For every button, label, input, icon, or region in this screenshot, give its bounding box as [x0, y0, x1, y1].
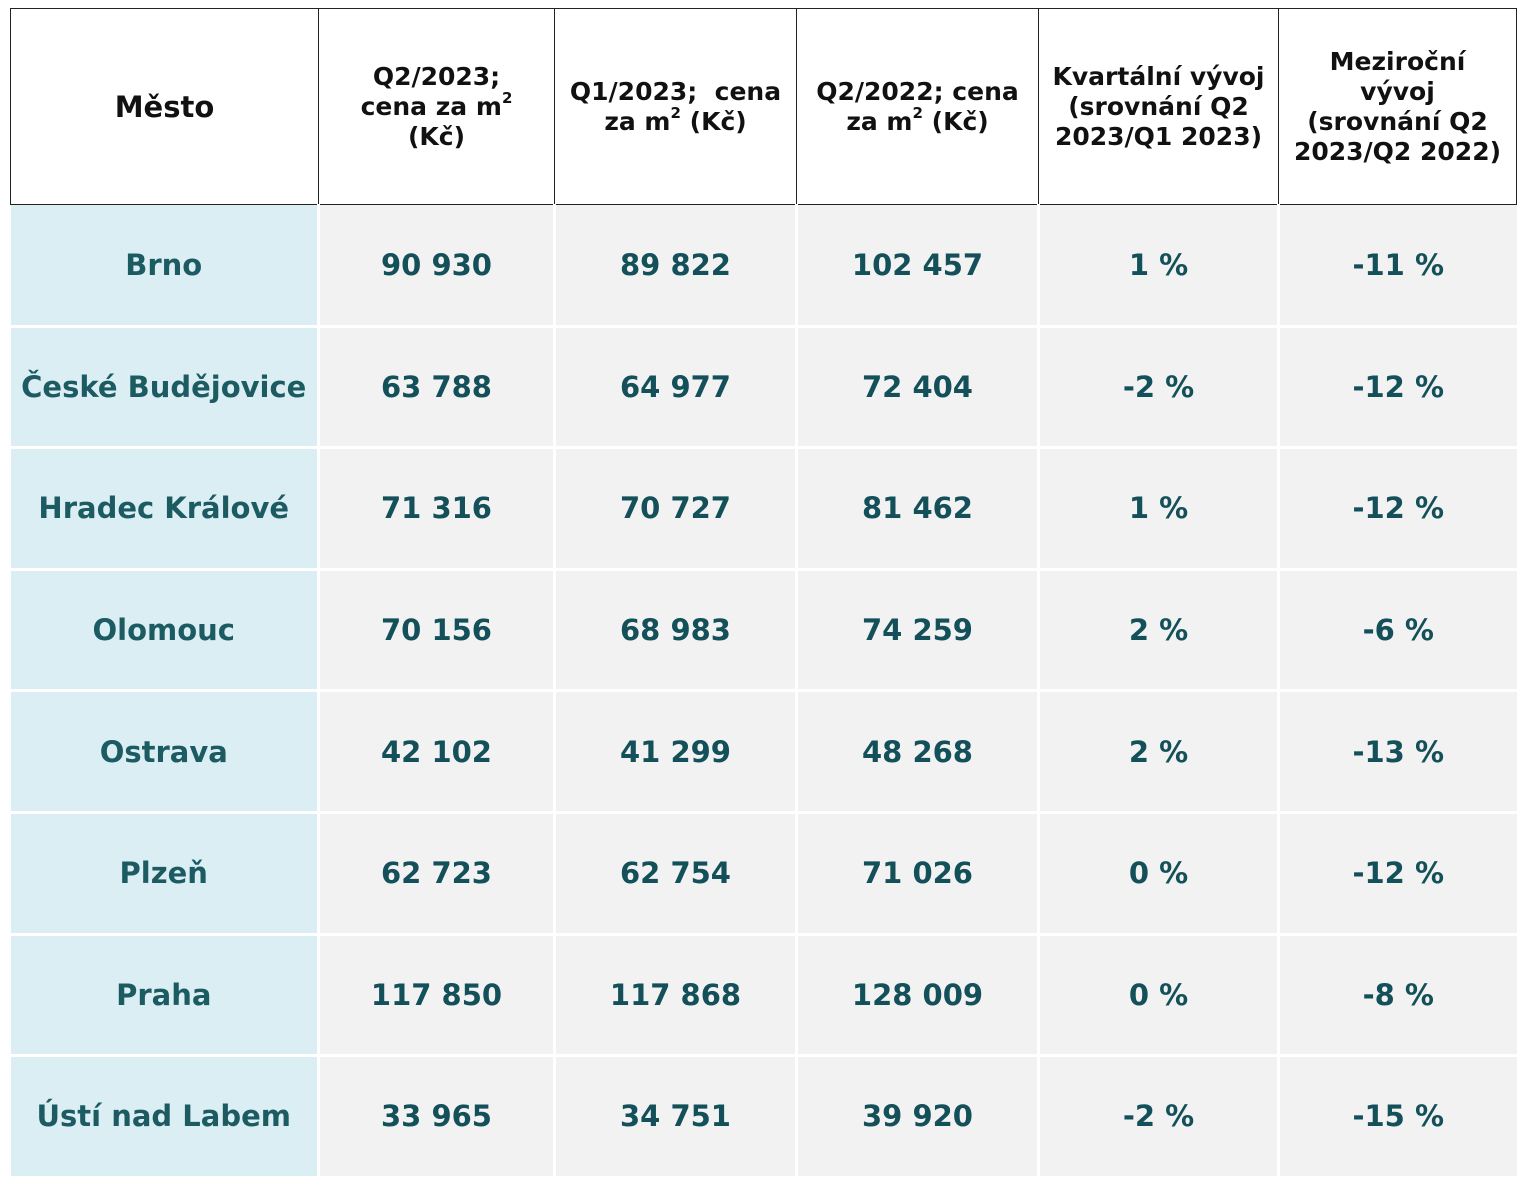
cell-q1-2023: 64 977	[554, 326, 798, 450]
cell-quarterly: 2 %	[1038, 569, 1280, 693]
cell-quarterly: -2 %	[1038, 1055, 1280, 1179]
cell-quarterly: -2 %	[1038, 326, 1280, 450]
cell-quarterly: 2 %	[1038, 690, 1280, 814]
header-q2-2023-sup: 2	[501, 89, 513, 108]
cell-city: Brno	[10, 204, 320, 328]
cell-q2-2023: 63 788	[318, 326, 556, 450]
table-row: České Budějovice 63 788 64 977 72 404 -2…	[10, 326, 1517, 450]
table-row: Praha 117 850 117 868 128 009 0 % -8 %	[10, 934, 1517, 1058]
cell-yoy: -8 %	[1278, 934, 1517, 1058]
header-q2-2023-line2: cena za m	[360, 91, 502, 121]
header-row: Město Q2/2023; cena za m2 (Kč) Q1/2023; …	[10, 8, 1517, 205]
cell-q2-2023: 62 723	[318, 812, 556, 936]
header-quarterly-line3: 2023/Q1 2023)	[1054, 121, 1263, 151]
table-row: Plzeň 62 723 62 754 71 026 0 % -12 %	[10, 812, 1517, 936]
header-q2-2022: Q2/2022; cena za m2 (Kč)	[796, 8, 1039, 205]
cell-city: České Budějovice	[10, 326, 320, 450]
table-row: Ostrava 42 102 41 299 48 268 2 % -13 %	[10, 690, 1517, 814]
header-city: Město	[10, 8, 319, 205]
cell-q2-2022: 48 268	[796, 690, 1040, 814]
cell-city: Plzeň	[10, 812, 320, 936]
table-header: Město Q2/2023; cena za m2 (Kč) Q1/2023; …	[10, 8, 1517, 205]
cell-yoy: -6 %	[1278, 569, 1517, 693]
cell-q1-2023: 117 868	[554, 934, 798, 1058]
cell-q1-2023: 89 822	[554, 204, 798, 328]
table-row: Ústí nad Labem 33 965 34 751 39 920 -2 %…	[10, 1055, 1517, 1179]
cell-city: Praha	[10, 934, 320, 1058]
header-quarterly-line1: Kvartální vývoj	[1052, 61, 1265, 91]
cell-quarterly: 1 %	[1038, 447, 1280, 571]
cell-yoy: -15 %	[1278, 1055, 1517, 1179]
cell-q2-2022: 74 259	[796, 569, 1040, 693]
cell-yoy: -12 %	[1278, 326, 1517, 450]
cell-q2-2022: 71 026	[796, 812, 1040, 936]
cell-q2-2023: 33 965	[318, 1055, 556, 1179]
price-table-container: Město Q2/2023; cena za m2 (Kč) Q1/2023; …	[10, 8, 1517, 1179]
header-yoy-change: Meziroční vývoj (srovnání Q2 2023/Q2 202…	[1278, 8, 1517, 205]
cell-q2-2022: 102 457	[796, 204, 1040, 328]
cell-q1-2023: 34 751	[554, 1055, 798, 1179]
header-yoy-line1: Meziroční	[1329, 46, 1466, 76]
cell-quarterly: 0 %	[1038, 934, 1280, 1058]
cell-q1-2023: 70 727	[554, 447, 798, 571]
cell-q2-2023: 70 156	[318, 569, 556, 693]
header-q2-2023-line3: (Kč)	[407, 121, 466, 151]
header-q1-2023-sup: 2	[670, 104, 681, 123]
cell-q2-2023: 117 850	[318, 934, 556, 1058]
header-yoy-line2: vývoj	[1360, 76, 1435, 106]
cell-q2-2022: 39 920	[796, 1055, 1040, 1179]
header-q2-2022-line3: (Kč)	[922, 106, 989, 136]
table-row: Hradec Králové 71 316 70 727 81 462 1 % …	[10, 447, 1517, 571]
header-q1-2023: Q1/2023; cena za m2 (Kč)	[554, 8, 797, 205]
cell-city: Olomouc	[10, 569, 320, 693]
cell-yoy: -12 %	[1278, 447, 1517, 571]
cell-city: Ústí nad Labem	[10, 1055, 320, 1179]
cell-q1-2023: 68 983	[554, 569, 798, 693]
header-q2-2023: Q2/2023; cena za m2 (Kč)	[318, 8, 555, 205]
header-q1-2023-line2: za m	[604, 106, 671, 136]
header-yoy-line3: (srovnání Q2	[1307, 106, 1488, 136]
header-quarterly-change: Kvartální vývoj (srovnání Q2 2023/Q1 202…	[1038, 8, 1279, 205]
cell-q2-2022: 81 462	[796, 447, 1040, 571]
header-q2-2022-line2: za m	[846, 106, 913, 136]
cell-city: Ostrava	[10, 690, 320, 814]
cell-q2-2022: 72 404	[796, 326, 1040, 450]
header-yoy-line4: 2023/Q2 2022)	[1293, 136, 1502, 166]
cell-quarterly: 1 %	[1038, 204, 1280, 328]
header-quarterly-line2: (srovnání Q2	[1068, 91, 1249, 121]
table-row: Brno 90 930 89 822 102 457 1 % -11 %	[10, 204, 1517, 328]
cell-q2-2023: 90 930	[318, 204, 556, 328]
apartment-price-table: Město Q2/2023; cena za m2 (Kč) Q1/2023; …	[10, 8, 1517, 1179]
cell-q2-2022: 128 009	[796, 934, 1040, 1058]
header-q1-2023-line1: Q1/2023; cena	[569, 76, 782, 106]
cell-city: Hradec Králové	[10, 447, 320, 571]
cell-yoy: -12 %	[1278, 812, 1517, 936]
table-body: Brno 90 930 89 822 102 457 1 % -11 % Čes…	[10, 204, 1517, 1179]
cell-yoy: -11 %	[1278, 204, 1517, 328]
cell-q1-2023: 62 754	[554, 812, 798, 936]
cell-q2-2023: 71 316	[318, 447, 556, 571]
table-row: Olomouc 70 156 68 983 74 259 2 % -6 %	[10, 569, 1517, 693]
header-city-label: Město	[114, 89, 215, 124]
header-q2-2022-sup: 2	[912, 104, 923, 123]
header-q1-2023-line3: (Kč)	[680, 106, 747, 136]
header-q2-2022-line1: Q2/2022; cena	[816, 76, 1019, 106]
cell-q1-2023: 41 299	[554, 690, 798, 814]
cell-yoy: -13 %	[1278, 690, 1517, 814]
header-q2-2023-line1: Q2/2023;	[372, 61, 501, 91]
cell-quarterly: 0 %	[1038, 812, 1280, 936]
cell-q2-2023: 42 102	[318, 690, 556, 814]
